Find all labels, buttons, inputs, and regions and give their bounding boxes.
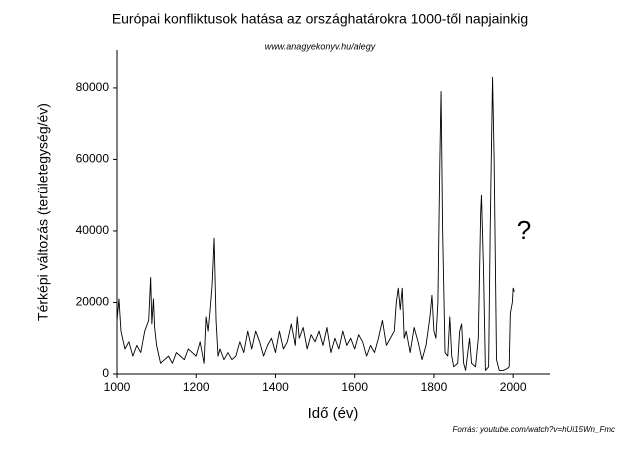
source-note: Forrás: youtube.com/watch?v=hUi15Wn_Fmc [452, 425, 615, 434]
x-tick-label: 1800 [421, 380, 448, 394]
y-tick-label: 60000 [76, 152, 110, 166]
x-tick-label: 1600 [341, 380, 368, 394]
y-tick-label: 0 [102, 366, 109, 380]
chart-subtitle: www.anagyekonyv.hu/alegy [265, 41, 376, 51]
x-tick-label: 1000 [104, 380, 131, 394]
y-tick-label: 80000 [76, 80, 110, 94]
data-line [116, 76, 515, 371]
x-axis-label: Idő (év) [308, 405, 359, 422]
y-tick-label: 40000 [76, 223, 110, 237]
x-tick-label: 1200 [183, 380, 210, 394]
y-tick-label: 20000 [76, 295, 110, 309]
x-tick-label: 1400 [262, 380, 289, 394]
chart-title: Európai konfliktusok hatása az országhat… [112, 11, 528, 27]
annotation: ? [517, 215, 531, 245]
y-axis-label: Térképi változás (területegység/év) [35, 103, 51, 321]
x-tick-label: 2000 [500, 380, 527, 394]
